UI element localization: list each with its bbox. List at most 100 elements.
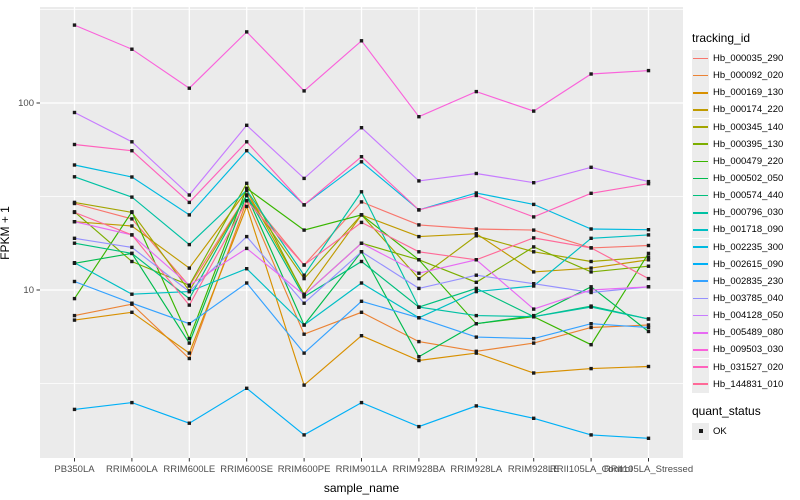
data-point-Hb_000169_130-RRIM901LA [359,334,364,338]
data-point-Hb_031527_020-RRIM600SE [245,140,249,144]
data-point-Hb_002615_090-RRIM600LE [187,421,191,425]
legend-entry-label: Hb_000092_020 [713,70,784,82]
y-tick-label-100: 100 [18,98,34,109]
legend-entry-Hb_000502_050: Hb_000502_050 [692,170,800,188]
data-point-Hb_009503_030-RRIM928LA [474,89,478,94]
data-point-Hb_002835_230-RRIM928LE [532,336,536,341]
data-point-Hb_144831_010-RRII105LA_Control [589,246,593,250]
data-point-Hb_000345_140-RRII105LA_Stressed [646,255,651,259]
data-point-Hb_000574_440-RRIM600SE [245,193,249,197]
data-point-Hb_000345_140-RRIM600PE [302,276,306,281]
data-point-Hb_144831_010-RRIM600PE [302,263,306,267]
data-point-Hb_000174_220-RRII105LA_Stressed [646,258,651,262]
data-point-Hb_003785_040-RRIM600LE [187,289,191,294]
data-point-Hb_000502_050-RRII105LA_Stressed [646,329,651,334]
legend-entry-Hb_000345_140: Hb_000345_140 [692,118,800,136]
legend-key-line-icon [692,290,709,308]
x-tick-label-PB350LA: PB350LA [54,464,95,475]
data-point-Hb_000169_130-RRII105LA_Stressed [646,364,651,369]
data-point-Hb_000035_290-RRII105LA_Stressed [646,243,651,248]
data-point-Hb_144831_010-RRIM928LA [474,258,478,262]
data-point-Hb_000174_220-RRIM928LA [474,232,478,236]
data-point-Hb_002835_230-RRIM928BA [417,316,421,320]
data-point-Hb_144831_010-RRIM901LA [359,220,364,225]
data-point-Hb_000796_030-RRIM600LE [187,242,191,247]
data-point-Hb_001718_090-RRIM901LA [359,281,364,285]
legend-entry-Hb_031527_020: Hb_031527_020 [692,358,800,376]
x-axis-title: sample_name [323,481,400,495]
data-point-Hb_000395_130-RRIM600SE [245,181,249,185]
legend-key-line-icon [692,221,709,239]
legend-entry-Hb_000395_130: Hb_000395_130 [692,135,800,153]
legend-entry-label: Hb_000174_220 [713,104,784,116]
data-point-Hb_000395_130-RRII105LA_Stressed [646,264,651,268]
data-point-Hb_002835_230-RRIM600PE [302,351,306,355]
data-point-Hb_009503_030-PB350LA [72,23,77,27]
legend-quant-entries: OK [692,422,800,440]
data-point-Hb_000796_030-RRIM928BA [417,305,421,309]
x-tick-label-RRII105LA_Control: RRII105LA_Control [550,464,632,475]
legend-entry-Hb_004128_050: Hb_004128_050 [692,307,800,325]
data-point-Hb_002835_230-RRII105LA_Control [589,322,593,326]
y-tick-label-10: 10 [23,285,34,296]
data-point-Hb_003785_040-RRIM928LA [474,273,478,277]
data-point-Hb_002235_300-RRIM600LA [130,175,134,179]
legend-tracking-entries: Hb_000035_290 Hb_000092_020 Hb_000169_130 H… [692,50,800,393]
data-point-Hb_005489_080-RRII105LA_Stressed [646,285,651,289]
legend-key-line-icon [692,101,709,119]
legend-entry-Hb_009503_030: Hb_009503_030 [692,341,800,359]
data-point-Hb_002235_300-RRIM928LA [474,191,478,195]
data-point-Hb_004128_050-RRIM928LA [474,171,478,176]
data-point-Hb_002615_090-RRIM600LA [130,400,134,405]
data-point-Hb_000479_220-RRIM600SE [245,186,249,190]
data-point-Hb_002835_230-PB350LA [72,279,77,284]
legend-entry-Hb_144831_010: Hb_144831_010 [692,375,800,393]
data-point-Hb_002235_300-PB350LA [72,163,77,167]
data-point-Hb_001718_090-RRIM928LE [532,284,536,288]
data-point-Hb_009503_030-RRII105LA_Control [589,72,593,76]
y-axis-title: FPKM + 1 [0,206,12,260]
data-point-Hb_000479_220-RRIM901LA [359,213,364,217]
data-point-Hb_000574_440-RRIM600PE [302,295,306,299]
data-point-Hb_005489_080-RRIM600SE [245,246,249,251]
data-point-Hb_031527_020-RRIM600LE [187,200,191,205]
data-point-Hb_000092_020-RRIM928LE [532,341,536,345]
data-point-Hb_000169_130-RRIM928LE [532,371,536,375]
data-point-Hb_000092_020-RRIM928LA [474,349,478,353]
data-point-Hb_000092_020-RRIM600PE [302,332,306,336]
x-tick-label-RRIM928LE: RRIM928LE [508,464,560,475]
data-point-Hb_004128_050-RRIM600LE [187,193,191,197]
legend-key-line-icon [692,358,709,376]
data-point-Hb_000796_030-RRIM901LA [359,190,364,194]
data-point-Hb_000796_030-RRIM600PE [302,273,306,277]
data-point-Hb_001718_090-PB350LA [72,261,77,265]
data-point-Hb_000035_290-RRIM928LA [474,227,478,231]
data-point-Hb_009503_030-RRIM600PE [302,89,306,93]
data-point-Hb_000092_020-RRII105LA_Control [589,325,593,330]
data-point-Hb_002235_300-RRII105LA_Control [589,227,593,231]
data-point-Hb_000345_140-RRIM928LA [474,234,478,238]
legend-key-square-point-icon [692,422,709,440]
data-point-Hb_000574_440-PB350LA [72,241,77,245]
data-point-Hb_000796_030-RRIM600SE [245,188,249,192]
data-point-Hb_000035_290-RRIM901LA [359,200,364,204]
x-tick-label-RRIM600PE: RRIM600PE [278,464,331,475]
data-point-Hb_009503_030-RRIM600LA [130,47,134,51]
data-point-Hb_031527_020-RRIM928LE [532,215,536,219]
data-point-Hb_002615_090-RRIM928LA [474,404,478,408]
legend-entry-Hb_003785_040: Hb_003785_040 [692,290,800,308]
legend-key-line-icon [692,135,709,153]
data-point-Hb_004128_050-RRIM600PE [302,176,306,181]
legend-entry-Hb_001718_090: Hb_001718_090 [692,221,800,239]
data-point-Hb_000479_220-RRIM600LA [130,210,134,214]
legend-key-line-icon [692,50,709,68]
data-point-Hb_000479_220-RRIM928BA [417,258,421,262]
legend-key-line-icon [692,375,709,393]
data-point-Hb_031527_020-RRIM600LA [130,149,134,153]
data-point-Hb_000035_290-RRIM928LE [532,228,536,232]
legend-entry-Hb_000035_290: Hb_000035_290 [692,50,800,68]
legend-entry-label: Hb_031527_020 [713,361,784,373]
legend-entry-label: Hb_000796_030 [713,207,784,219]
data-point-Hb_000169_130-RRIM600SE [245,204,249,209]
data-point-Hb_000502_050-RRIM928BA [417,355,421,359]
